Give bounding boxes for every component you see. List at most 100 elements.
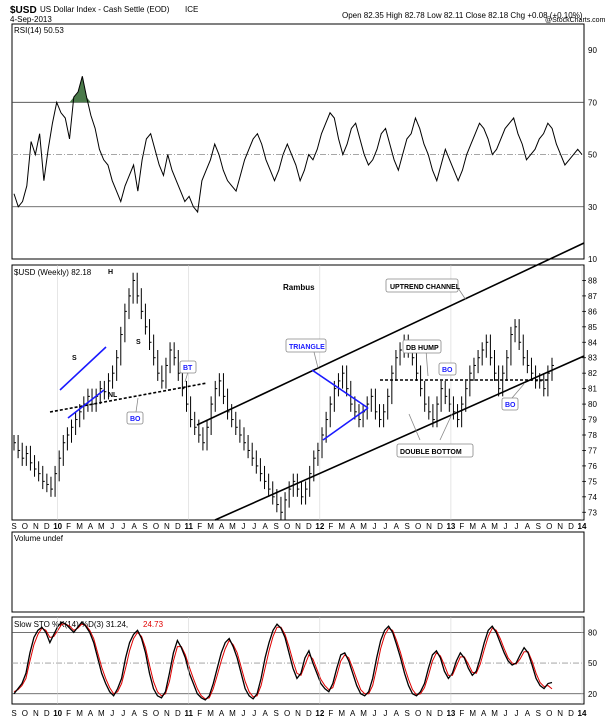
x-axis-label: O <box>546 709 552 718</box>
x-axis-label: N <box>164 709 170 718</box>
x-axis-label: A <box>481 522 487 531</box>
x-axis-label: S <box>273 522 278 531</box>
x-axis-label: D <box>437 522 443 531</box>
x-axis-label: S <box>405 709 410 718</box>
neckline-label: NL <box>108 392 118 399</box>
x-axis-label: F <box>197 522 202 531</box>
volume-panel-frame <box>11 531 585 613</box>
price-tick-label: 76 <box>588 462 597 471</box>
x-axis-label: M <box>491 709 498 718</box>
x-axis-label: F <box>197 709 202 718</box>
x-axis-label: J <box>383 522 387 531</box>
price-tick-label: 73 <box>588 508 597 517</box>
x-axis-label: 13 <box>446 709 455 718</box>
price-tick-label: 80 <box>588 400 597 409</box>
x-axis-label: S <box>536 522 541 531</box>
bt-label: BT <box>183 365 193 372</box>
x-axis-label: N <box>33 709 39 718</box>
x-axis-label: F <box>328 709 333 718</box>
watermark: @StockCharts.com <box>545 17 606 24</box>
x-axis-label: A <box>350 709 356 718</box>
x-axis-label: J <box>252 522 256 531</box>
x-axis-label: A <box>131 709 137 718</box>
triangle-pointer <box>313 351 319 369</box>
price-tick-label: 85 <box>588 323 597 332</box>
db-hump-label: DB HUMP <box>406 345 439 352</box>
price-tick-label: 88 <box>588 276 597 285</box>
x-axis-label: A <box>525 522 531 531</box>
price-panel-frame <box>11 264 585 521</box>
x-axis-label: M <box>98 709 105 718</box>
price-tick-label: 77 <box>588 446 597 455</box>
x-axis-label: D <box>568 709 574 718</box>
double-bottom-label: DOUBLE BOTTOM <box>400 449 462 456</box>
ohlc-readout: Open 82.35 High 82.78 Low 82.11 Close 82… <box>342 11 583 20</box>
x-axis-label: J <box>241 709 245 718</box>
x-axis-label: J <box>110 522 114 531</box>
x-axis-label: D <box>437 709 443 718</box>
price-label: $USD (Weekly) 82.18 <box>14 268 92 277</box>
x-axis-label: F <box>66 522 71 531</box>
flag-lower-line <box>67 389 105 419</box>
rsi-tick-label: 70 <box>588 98 597 107</box>
x-axis-label: F <box>459 709 464 718</box>
db-hump-box <box>402 339 442 354</box>
x-axis-label: M <box>207 709 214 718</box>
x-axis-label: J <box>372 709 376 718</box>
x-axis-label: A <box>131 522 137 531</box>
uptrend-pointer <box>457 287 467 301</box>
bo2-box <box>438 362 457 376</box>
uptrend-label: UPTREND CHANNEL <box>390 284 461 291</box>
x-axis-label: 12 <box>315 709 324 718</box>
price-tick-label: 82 <box>588 369 597 378</box>
channel-lower-line <box>214 355 585 521</box>
x-axis-label: 12 <box>315 522 324 531</box>
sto-panel-frame <box>11 616 585 705</box>
price-tick-label: 84 <box>588 338 597 347</box>
flag-upper-line <box>59 346 107 391</box>
x-axis-label: M <box>98 522 105 531</box>
x-axis-label: A <box>525 709 531 718</box>
x-axis-label: J <box>514 709 518 718</box>
x-axis-label: O <box>546 522 552 531</box>
x-axis-label: D <box>306 522 312 531</box>
x-axis-label: S <box>405 522 410 531</box>
x-axis-label: O <box>153 522 159 531</box>
double-bottom-box <box>396 443 474 458</box>
x-axis-label: M <box>360 522 367 531</box>
x-axis-label: J <box>121 522 125 531</box>
rsi-label: RSI(14) 50.53 <box>14 26 64 35</box>
x-axis-label: S <box>142 709 147 718</box>
x-axis-label: O <box>284 709 290 718</box>
x-axis-label: O <box>153 709 159 718</box>
x-axis-label: J <box>514 522 518 531</box>
x-axis-label: A <box>88 522 94 531</box>
db-hump-pointer <box>425 349 429 377</box>
bo1-label: BO <box>130 416 141 423</box>
x-axis-label: M <box>229 709 236 718</box>
price-tick-label: 83 <box>588 354 597 363</box>
volume-label: Volume undef <box>14 534 64 543</box>
bo3-pointer <box>511 383 525 399</box>
double-bottom-pointer-left <box>408 413 421 441</box>
x-axis-label: N <box>295 709 301 718</box>
bo1-box <box>126 411 144 425</box>
x-axis-label: A <box>394 709 400 718</box>
bo3-box <box>501 397 519 411</box>
x-axis-label: D <box>175 709 181 718</box>
sto-d-value: 24.73 <box>143 620 164 629</box>
sto-plot: 20 50 80 <box>12 621 597 701</box>
head-label: H <box>108 269 113 276</box>
price-tick-label: 81 <box>588 385 597 394</box>
rsi-tick-label: 10 <box>588 255 597 264</box>
x-axis-label: 11 <box>185 709 194 718</box>
triangle-upper-line <box>311 369 369 409</box>
double-bottom-pointer-right <box>439 413 453 441</box>
x-axis-label: O <box>22 522 28 531</box>
uptrend-box <box>385 278 459 293</box>
x-axis-label: S <box>536 709 541 718</box>
rsi-line <box>13 76 583 214</box>
annotation-lines <box>49 242 585 521</box>
x-axis-label: N <box>426 709 432 718</box>
